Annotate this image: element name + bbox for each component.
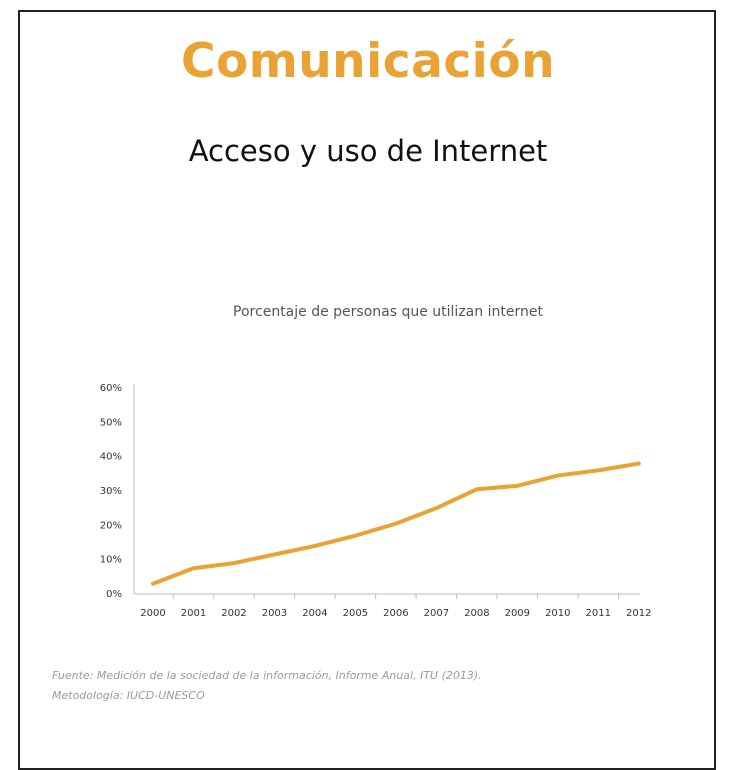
- x-tick-label: 2002: [221, 608, 246, 619]
- x-axis: 2000 2001 2002 2003 2004 2005 2006 2007 2008 2009…: [134, 594, 651, 619]
- x-tick-label: 2001: [181, 608, 206, 619]
- x-tick-label: 2006: [383, 608, 408, 619]
- y-tick-label: 40%: [100, 452, 122, 463]
- y-tick-label: 30%: [100, 486, 122, 497]
- x-tick-label: 2007: [424, 608, 449, 619]
- source-line-2: Metodología: IUCD-UNESCO: [52, 686, 692, 706]
- x-tick-label: 2004: [302, 608, 327, 619]
- y-tick-label: 60%: [100, 383, 122, 394]
- x-tick-label: 2012: [626, 608, 651, 619]
- source-line-1: Fuente: Medición de la sociedad de la in…: [52, 666, 692, 686]
- x-tick-label: 2011: [586, 608, 611, 619]
- x-tick-label: 2009: [505, 608, 530, 619]
- y-tick-label: 50%: [100, 417, 122, 428]
- y-tick-label: 10%: [100, 555, 122, 566]
- x-tick-label: 2000: [140, 608, 165, 619]
- x-tick-label: 2008: [464, 608, 489, 619]
- y-tick-label: 20%: [100, 520, 122, 531]
- x-tick-label: 2010: [545, 608, 570, 619]
- x-tick-label: 2003: [262, 608, 287, 619]
- source-note: Fuente: Medición de la sociedad de la in…: [52, 666, 692, 706]
- y-axis: 0% 10% 20% 30% 40% 50% 60%: [100, 383, 134, 600]
- series-group: [153, 463, 639, 583]
- y-tick-label: 0%: [106, 589, 122, 600]
- x-tick-label: 2005: [343, 608, 368, 619]
